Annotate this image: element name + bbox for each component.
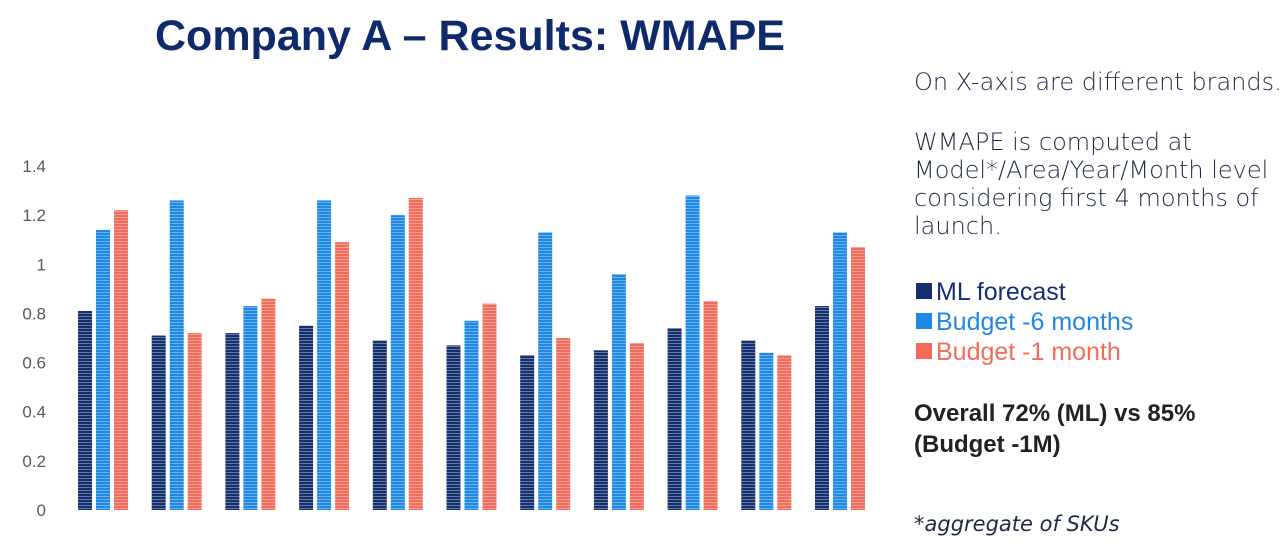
y-tick-label: 1.4 bbox=[22, 157, 46, 176]
bar-budget-6-months-5 bbox=[390, 215, 405, 510]
legend-item-ml: ML forecast bbox=[916, 277, 1066, 307]
bar-budget-6-months-9 bbox=[685, 195, 700, 510]
y-tick-label: 1 bbox=[37, 255, 46, 274]
bar-budget-6-months-4 bbox=[317, 200, 332, 510]
bar-budget-6-months-6 bbox=[464, 320, 479, 510]
bar-ml-forecast-10 bbox=[741, 340, 756, 510]
legend-item-budget-1: Budget -1 month bbox=[916, 337, 1121, 367]
legend-swatch bbox=[916, 313, 932, 329]
chart-title: Company A – Results: WMAPE bbox=[155, 12, 785, 60]
bar-budget-6-months-3 bbox=[243, 306, 258, 510]
y-tick-label: 0.4 bbox=[22, 403, 46, 422]
bar-ml-forecast-7 bbox=[520, 355, 535, 510]
bar-budget-1-month-4 bbox=[335, 242, 350, 510]
bar-budget-1-month-10 bbox=[777, 355, 792, 510]
bar-budget-6-months-10 bbox=[759, 352, 774, 510]
legend-label: ML forecast bbox=[936, 278, 1066, 306]
bar-ml-forecast-8 bbox=[593, 350, 608, 510]
overall-summary: Overall 72% (ML) vs 85% (Budget -1M) bbox=[914, 400, 1196, 458]
bar-budget-1-month-11 bbox=[851, 247, 865, 510]
legend-item-budget-6: Budget -6 months bbox=[916, 307, 1133, 337]
bar-ml-forecast-9 bbox=[667, 328, 682, 510]
note-wmape: WMAPE is computed at Model*/Area/Year/Mo… bbox=[914, 128, 1269, 240]
y-tick-label: 1.2 bbox=[22, 206, 46, 225]
y-tick-label: 0.2 bbox=[22, 452, 46, 471]
bar-budget-6-months-1 bbox=[96, 229, 110, 510]
bar-ml-forecast-1 bbox=[78, 310, 92, 510]
note-xaxis: On X-axis are different brands. bbox=[914, 68, 1282, 96]
bar-ml-forecast-5 bbox=[372, 340, 387, 510]
y-tick-label: 0.8 bbox=[22, 304, 46, 323]
bar-budget-1-month-1 bbox=[114, 210, 128, 510]
bar-budget-1-month-8 bbox=[629, 342, 644, 510]
bar-ml-forecast-3 bbox=[225, 333, 240, 510]
bar-ml-forecast-4 bbox=[299, 325, 314, 510]
bar-budget-1-month-2 bbox=[187, 333, 202, 510]
bar-ml-forecast-11 bbox=[815, 306, 829, 510]
bar-budget-6-months-8 bbox=[611, 274, 626, 510]
bar-budget-6-months-7 bbox=[538, 232, 553, 510]
bar-budget-6-months-11 bbox=[833, 232, 847, 510]
bar-ml-forecast-2 bbox=[151, 335, 166, 510]
bar-budget-1-month-5 bbox=[408, 197, 423, 510]
bar-budget-1-month-3 bbox=[261, 298, 276, 510]
bar-budget-6-months-2 bbox=[169, 200, 184, 510]
legend-label: Budget -6 months bbox=[936, 308, 1134, 336]
y-tick-label: 0.6 bbox=[22, 354, 46, 373]
legend-swatch bbox=[916, 283, 932, 299]
legend-label: Budget -1 month bbox=[936, 338, 1121, 366]
y-tick-label: 0 bbox=[37, 501, 46, 520]
bar-chart: 0 0.2 0.4 0.6 0.8 1 1.2 1.4 bbox=[22, 157, 865, 520]
legend-swatch bbox=[916, 343, 932, 359]
bar-budget-1-month-7 bbox=[556, 338, 571, 510]
bar-ml-forecast-6 bbox=[446, 345, 461, 510]
footnote: *aggregate of SKUs bbox=[914, 512, 1120, 536]
bar-budget-1-month-9 bbox=[703, 301, 718, 510]
bar-budget-1-month-6 bbox=[482, 303, 497, 510]
